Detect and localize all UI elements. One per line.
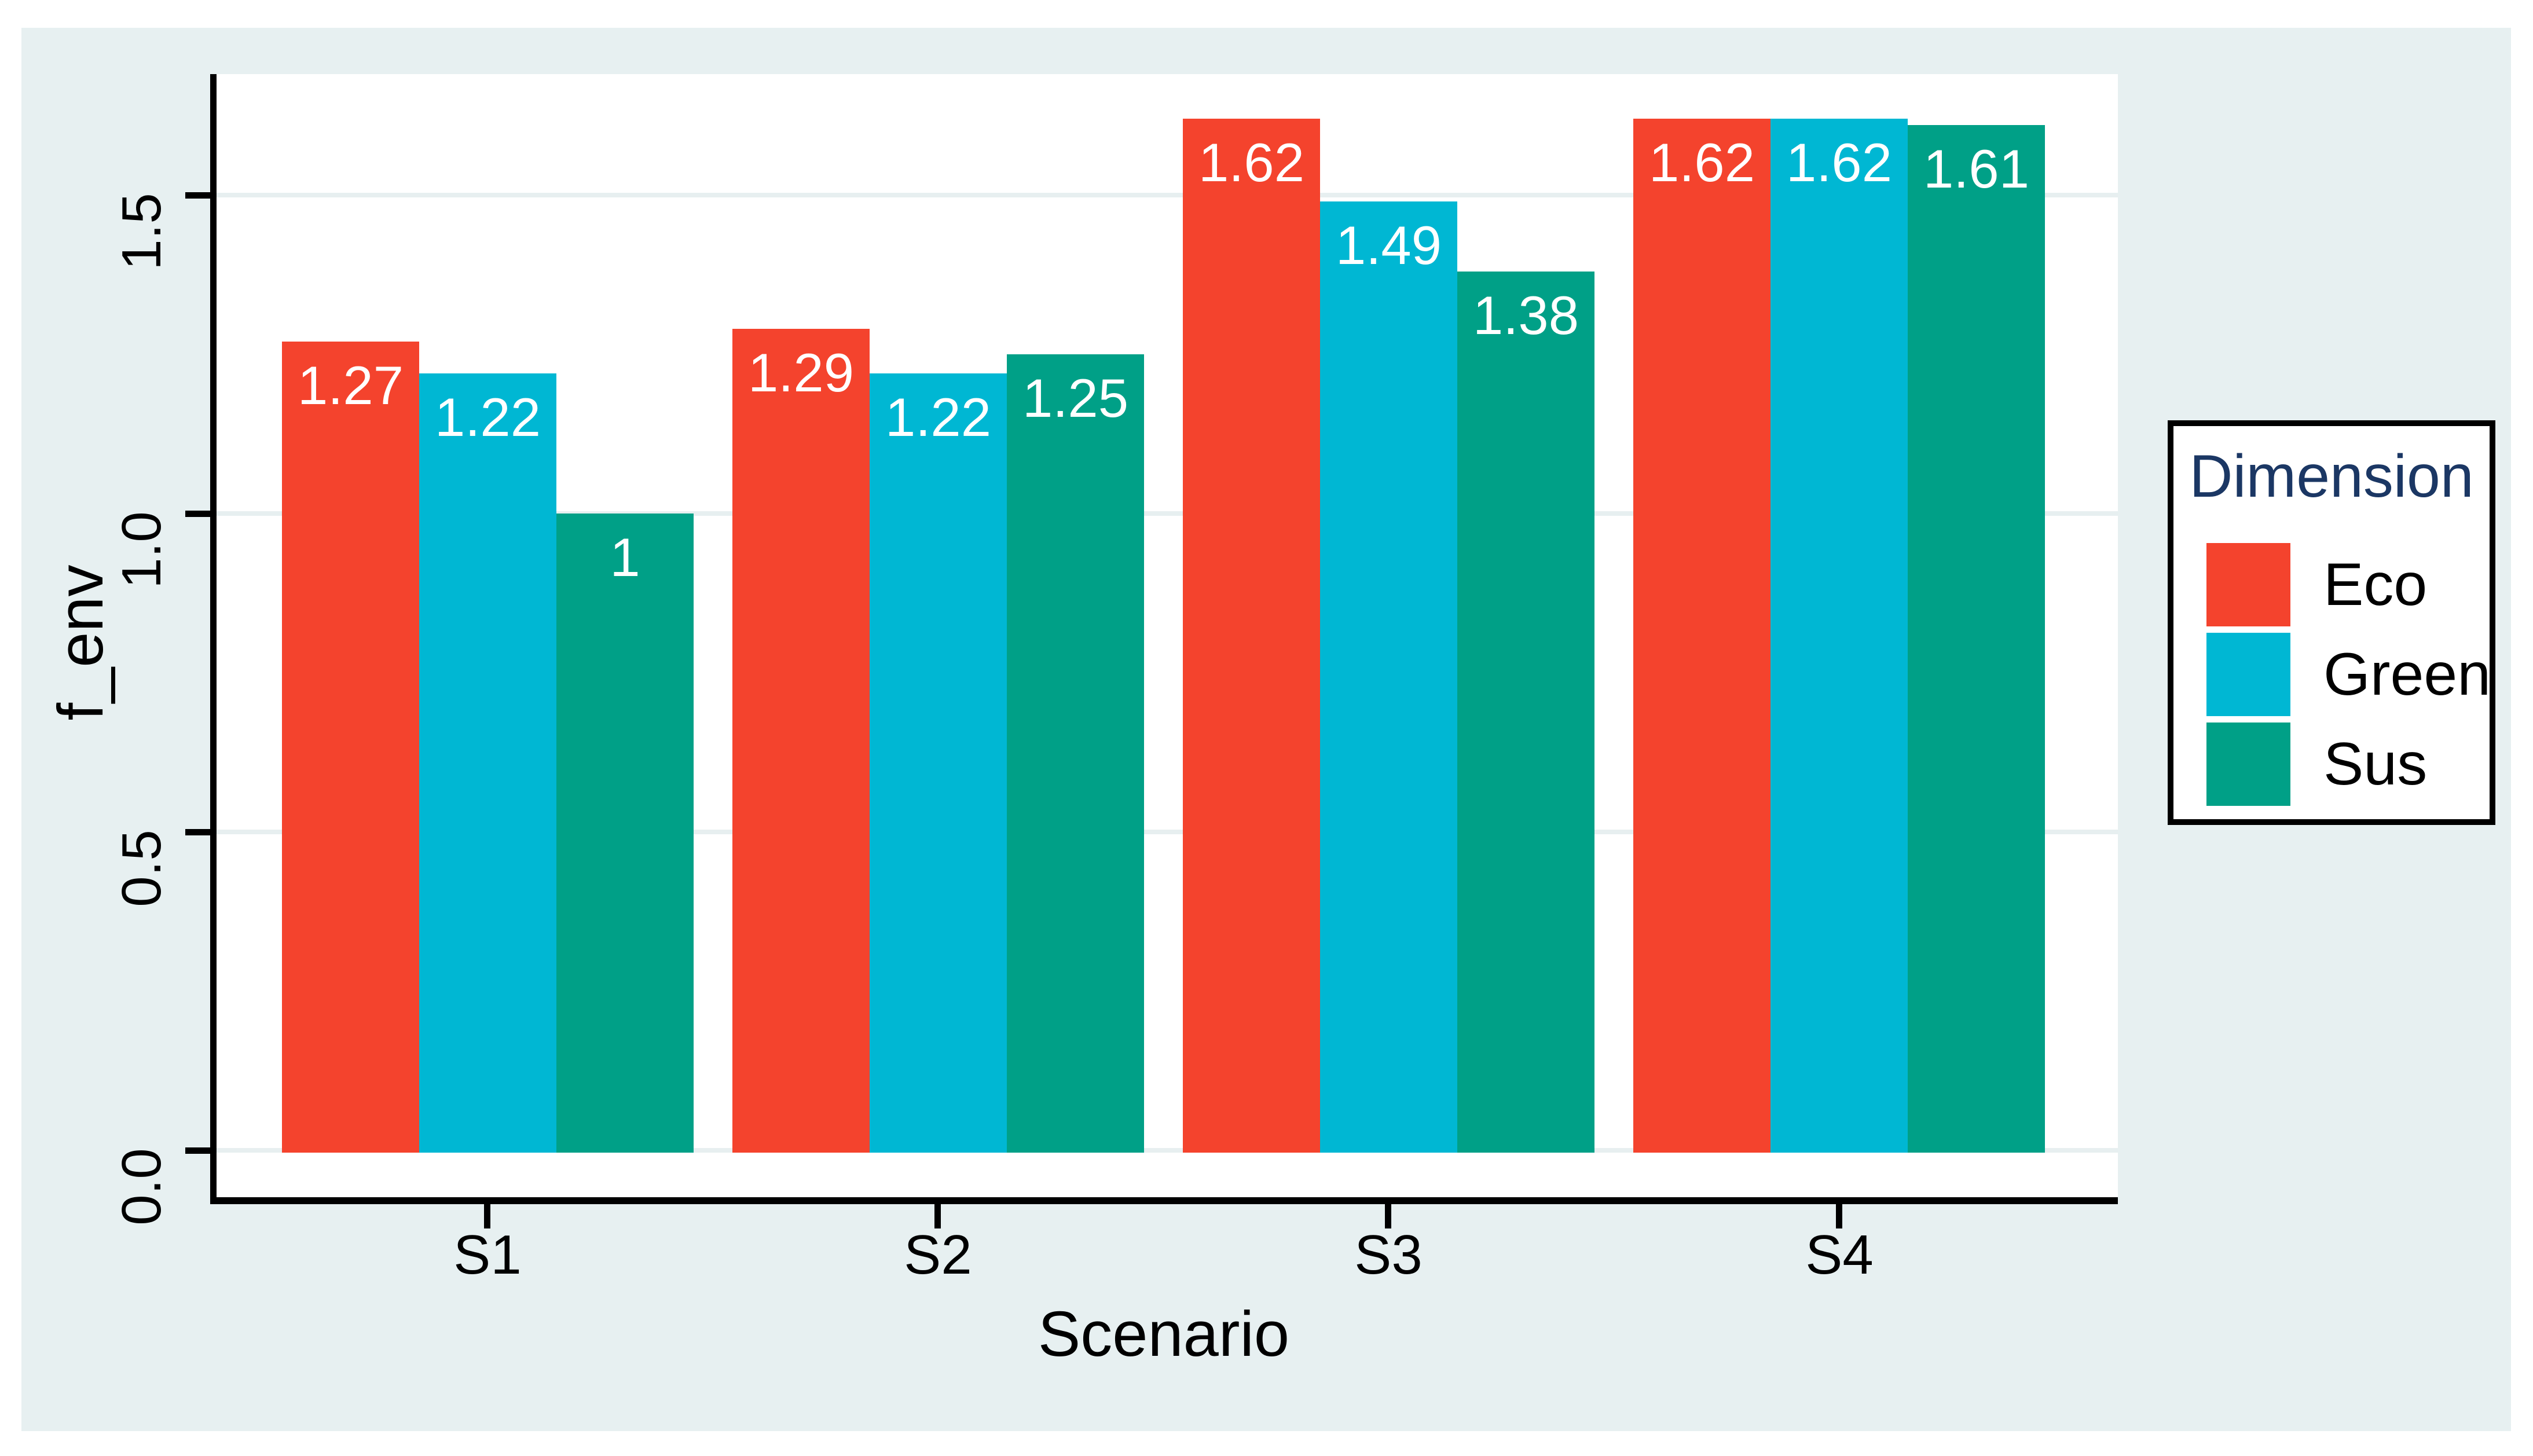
bar-value-label: 1.62 [1198,132,1304,193]
legend-swatch-sus [2206,723,2290,806]
bar-s4-eco: 1.62 [1633,119,1770,1153]
bar-s2-eco: 1.29 [732,329,870,1153]
legend-label-eco: Eco [2323,551,2428,618]
figure-panel: 1.27 1.22 1 1.29 1.22 1.25 1.62 1.49 1.3… [21,28,2511,1431]
y-tick-label-1-0: 1.0 [111,511,173,589]
bar-s2-sus: 1.25 [1007,354,1144,1153]
x-tick-s3 [1385,1204,1391,1228]
gridline-0-5 [217,830,2118,834]
gridline-0-0 [217,1148,2118,1153]
bar-value-label: 1.38 [1473,285,1579,346]
x-tick-label-s2: S2 [904,1224,972,1286]
bar-s2-green: 1.22 [870,373,1007,1153]
legend-item-green: Green [2206,633,2491,716]
x-tick-label-s4: S4 [1805,1224,1874,1286]
bar-value-label: 1.27 [298,355,404,416]
bar-s4-sus: 1.61 [1908,125,2045,1153]
bar-value-label: 1.62 [1649,132,1755,193]
bar-value-label: 1 [610,527,640,588]
y-tick-label-0-5: 0.5 [111,830,173,907]
legend-label-green: Green [2323,641,2491,708]
bar-value-label: 1.49 [1336,215,1442,276]
x-tick-label-s1: S1 [453,1224,522,1286]
bar-value-label: 1.61 [1923,138,2029,199]
y-tick-1-5 [185,192,210,199]
bar-s4-green: 1.62 [1770,119,1908,1153]
legend-item-sus: Sus [2206,723,2427,806]
legend-swatch-eco [2206,543,2290,626]
bar-s3-eco: 1.62 [1183,119,1320,1153]
gridline-1-0 [217,511,2118,516]
bar-s1-green: 1.22 [419,373,556,1153]
y-tick-1-0 [185,511,210,517]
legend: Dimension Eco Green Sus [2168,420,2495,825]
legend-title: Dimension [2189,443,2474,510]
y-axis-line [210,74,217,1204]
x-tick-label-s3: S3 [1354,1224,1423,1286]
gridline-1-5 [217,193,2118,197]
x-axis-line [210,1197,2118,1204]
y-tick-label-0-0: 0.0 [111,1148,173,1226]
y-tick-label-1-5: 1.5 [111,193,173,270]
bar-s3-green: 1.49 [1320,201,1457,1153]
bar-value-label: 1.62 [1786,132,1892,193]
bar-s3-sus: 1.38 [1457,272,1594,1153]
y-tick-0-0 [185,1147,210,1154]
legend-swatch-green [2206,633,2290,716]
bar-value-label: 1.29 [748,342,854,403]
legend-label-sus: Sus [2323,731,2428,798]
plot-area: 1.27 1.22 1 1.29 1.22 1.25 1.62 1.49 1.3… [217,74,2118,1201]
bar-value-label: 1.22 [885,387,991,448]
bar-value-label: 1.25 [1022,368,1128,428]
bar-s1-sus: 1 [556,514,694,1153]
x-axis-title: Scenario [1038,1299,1290,1370]
bar-s1-eco: 1.27 [282,342,419,1153]
x-tick-s2 [934,1204,941,1228]
x-tick-s4 [1836,1204,1842,1228]
y-tick-0-5 [185,829,210,835]
x-tick-s1 [484,1204,490,1228]
bar-value-label: 1.22 [435,387,541,448]
y-axis-title: f_env [45,564,116,721]
legend-item-eco: Eco [2206,543,2427,626]
